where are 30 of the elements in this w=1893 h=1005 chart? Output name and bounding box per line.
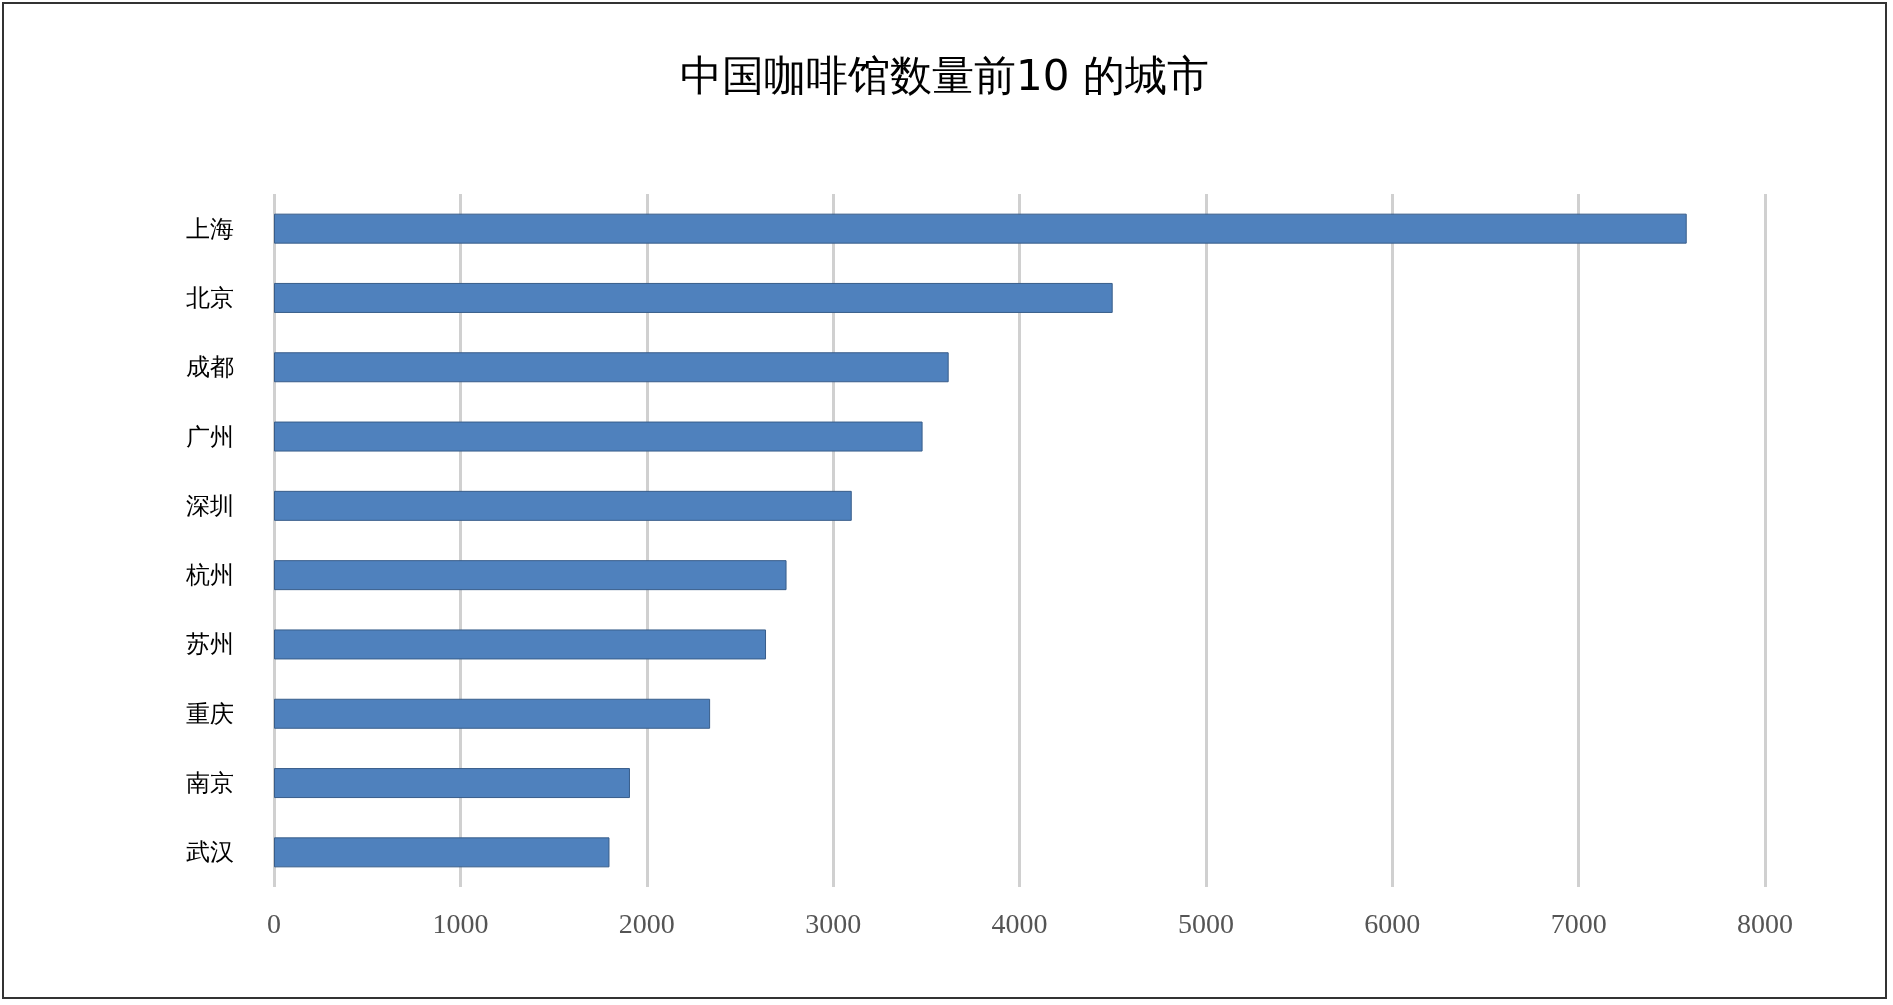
bar xyxy=(274,421,923,452)
chart-title: 中国咖啡馆数量前10 的城市 xyxy=(680,50,1209,100)
x-tick-label: 7000 xyxy=(1550,907,1607,939)
y-tick-label: 杭州 xyxy=(185,561,234,590)
y-tick-label: 广州 xyxy=(186,422,234,451)
y-tick-label: 重庆 xyxy=(186,699,234,728)
bar xyxy=(274,490,852,521)
x-tick-label: 1000 xyxy=(432,907,489,939)
y-tick-label: 南京 xyxy=(186,769,234,798)
x-tick-label: 6000 xyxy=(1364,907,1421,939)
bar xyxy=(274,837,610,868)
x-tick-label: 2000 xyxy=(618,907,675,939)
bar xyxy=(274,629,767,660)
y-tick-label: 武汉 xyxy=(186,838,234,867)
bar xyxy=(274,213,1687,244)
x-tick-label: 8000 xyxy=(1737,907,1793,939)
bar xyxy=(274,560,787,591)
y-tick-label: 深圳 xyxy=(186,491,234,520)
x-tick-label: 3000 xyxy=(805,907,862,939)
bar xyxy=(274,698,711,729)
x-tick-label: 4000 xyxy=(991,907,1048,939)
y-tick-label: 上海 xyxy=(186,214,234,243)
x-tick-label: 5000 xyxy=(1177,907,1234,939)
bar xyxy=(274,352,949,383)
bar xyxy=(274,768,630,799)
y-tick-label: 苏州 xyxy=(186,630,234,659)
y-tick-label: 成都 xyxy=(186,353,234,382)
bar xyxy=(274,282,1113,313)
y-tick-label: 北京 xyxy=(186,283,234,312)
x-tick-label: 0 xyxy=(267,907,281,939)
